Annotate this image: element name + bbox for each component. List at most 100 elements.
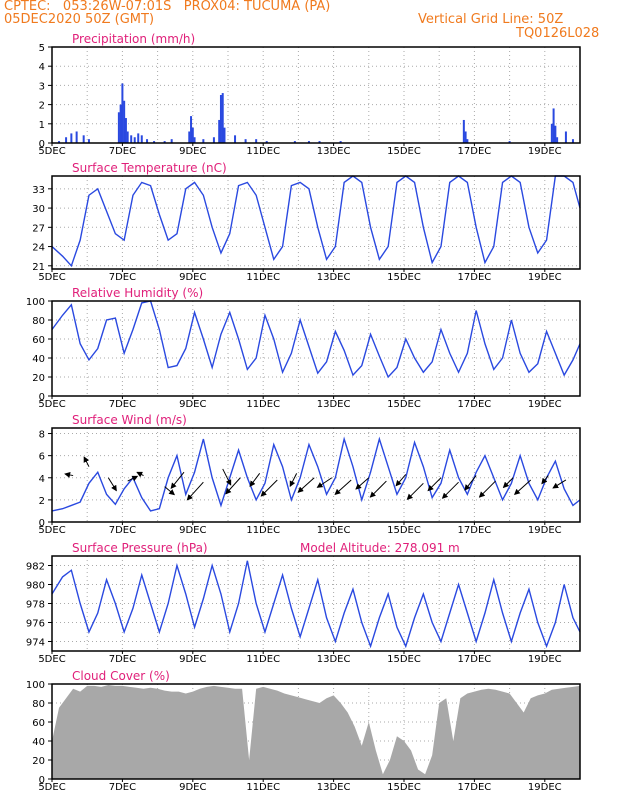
wind-vector xyxy=(107,477,117,492)
precip-bar xyxy=(564,131,567,143)
rh-xtick-label: 13DEC xyxy=(317,399,351,410)
precip-bar xyxy=(202,139,205,143)
precip-bar xyxy=(307,141,310,143)
precip-xtick-label: 5DEC xyxy=(38,146,65,157)
press-ytick-label: 976 xyxy=(26,619,45,630)
wind-panel xyxy=(48,427,581,525)
wind-vector xyxy=(297,477,315,493)
wind-title: Surface Wind (m/s) xyxy=(72,413,187,427)
precip-xtick-label: 11DEC xyxy=(246,146,280,157)
rh-ytick-label: 60 xyxy=(32,335,45,346)
press-xtick-label: 9DEC xyxy=(179,654,206,665)
press-xtick-label: 13DEC xyxy=(317,654,351,665)
temp-xtick-label: 13DEC xyxy=(317,272,351,283)
precip-bar xyxy=(153,141,156,143)
temp-ytick-label: 24 xyxy=(32,243,45,254)
rh-xtick-label: 9DEC xyxy=(179,399,206,410)
precip-bar xyxy=(133,137,136,143)
precip-xtick-label: 7DEC xyxy=(109,146,136,157)
rh-ytick-label: 40 xyxy=(32,354,45,365)
wind-vector xyxy=(406,482,424,501)
press-panel xyxy=(48,555,581,654)
precip-bar xyxy=(190,116,193,143)
temp-frame xyxy=(51,175,581,270)
wind-vector xyxy=(427,477,442,492)
temp-xtick-label: 17DEC xyxy=(458,272,492,283)
precip-bar xyxy=(223,127,226,143)
precip-xtick-label: 15DEC xyxy=(387,146,421,157)
wind-vector xyxy=(225,477,241,495)
cloud-panel xyxy=(48,683,581,782)
precip-bar xyxy=(293,141,296,143)
wind-vector xyxy=(541,475,549,485)
wind-vector xyxy=(260,479,278,497)
rh-xtick-label: 19DEC xyxy=(528,399,562,410)
press-title: Surface Pressure (hPa) xyxy=(72,541,208,555)
precip-bar xyxy=(126,131,129,143)
press-xtick-label: 19DEC xyxy=(528,654,562,665)
date-header: 05DEC2020 50Z (GMT) xyxy=(4,12,155,27)
cloud-ytick-label: 40 xyxy=(32,737,45,748)
precip-bar xyxy=(119,104,122,143)
wind-xtick-label: 7DEC xyxy=(109,525,136,536)
cloud-ytick-label: 100 xyxy=(26,680,45,691)
temp-xtick-label: 5DEC xyxy=(38,272,65,283)
cloud-area xyxy=(52,684,580,779)
precip-bar xyxy=(221,93,224,143)
wind-xtick-label: 5DEC xyxy=(38,525,65,536)
wind-ytick-label: 2 xyxy=(39,496,45,507)
temp-xtick-label: 15DEC xyxy=(387,272,421,283)
precip-bar xyxy=(191,127,194,143)
precip-xtick-label: 13DEC xyxy=(317,146,351,157)
precip-bar xyxy=(193,137,196,143)
precip-ytick-label: 4 xyxy=(39,62,45,73)
rh-title: Relative Humidity (%) xyxy=(72,286,203,300)
wind-xtick-label: 17DEC xyxy=(458,525,492,536)
press-xtick-label: 5DEC xyxy=(38,654,65,665)
cloud-title: Cloud Cover (%) xyxy=(72,669,170,683)
cloud-ytick-label: 60 xyxy=(32,718,45,729)
cloud-xtick-label: 13DEC xyxy=(317,782,351,793)
precip-bar xyxy=(234,135,237,143)
wind-vector xyxy=(513,479,532,496)
temp-ytick-label: 21 xyxy=(32,262,45,273)
temp-ytick-label: 27 xyxy=(32,223,45,234)
station-header: CPTEC: 053:26W-07:01S PROX04: TUCUMA (PA… xyxy=(4,0,331,14)
wind-vector xyxy=(464,475,477,491)
wind-vector xyxy=(64,471,74,478)
precip-bar xyxy=(550,123,553,143)
rh-ytick-label: 0 xyxy=(39,392,45,403)
press-line xyxy=(51,560,581,649)
wind-xtick-label: 11DEC xyxy=(246,525,280,536)
precip-bar xyxy=(265,141,268,143)
model-code: TQ0126L028 xyxy=(516,26,600,41)
precip-bar xyxy=(58,141,61,143)
wind-vector xyxy=(478,480,496,498)
precip-bar xyxy=(219,95,222,143)
press-ytick-label: 982 xyxy=(26,562,45,573)
cloud-xtick-label: 5DEC xyxy=(38,782,65,793)
temp-xtick-label: 19DEC xyxy=(528,272,562,283)
precip-bar xyxy=(123,100,126,143)
wind-xtick-label: 15DEC xyxy=(387,525,421,536)
precip-bar xyxy=(140,135,143,143)
wind-vector xyxy=(222,468,232,486)
wind-vector xyxy=(170,471,185,490)
wind-vector xyxy=(164,486,176,496)
wind-ytick-label: 6 xyxy=(39,452,45,463)
precip-ytick-label: 5 xyxy=(39,43,45,54)
precip-bar xyxy=(163,141,166,143)
precip-bar xyxy=(188,131,191,143)
precip-bar xyxy=(117,112,120,143)
cloud-xtick-label: 7DEC xyxy=(109,782,136,793)
rh-xtick-label: 17DEC xyxy=(458,399,492,410)
precip-xtick-label: 9DEC xyxy=(179,146,206,157)
precip-bar xyxy=(70,133,73,143)
precip-bar xyxy=(218,119,221,143)
precip-bar xyxy=(170,139,173,143)
precip-bar xyxy=(212,137,215,143)
wind-ytick-label: 8 xyxy=(39,430,45,441)
precip-bar xyxy=(146,139,149,143)
wind-xtick-label: 9DEC xyxy=(179,525,206,536)
